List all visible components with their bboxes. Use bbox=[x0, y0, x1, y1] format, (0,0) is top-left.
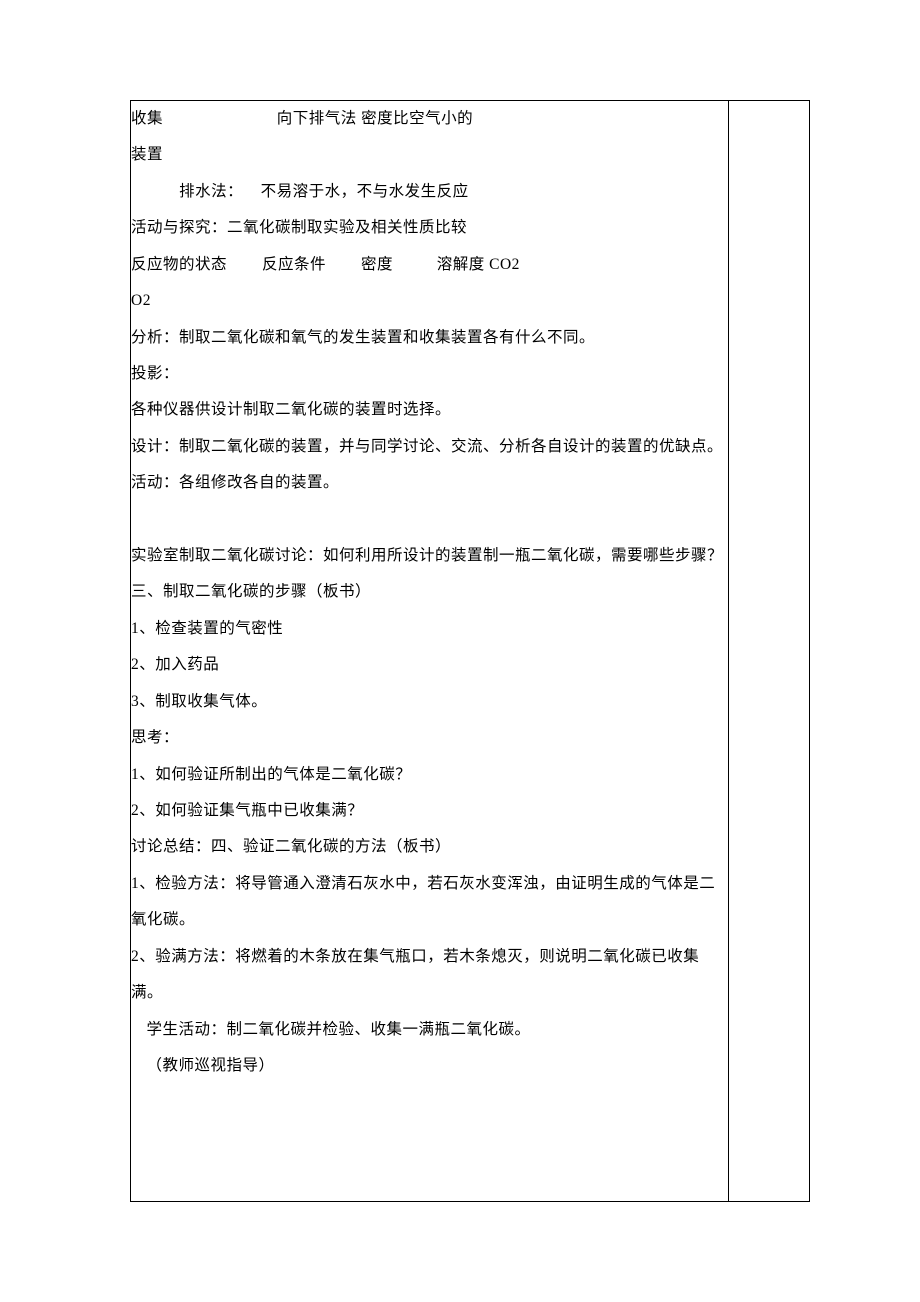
text-line: 2、验满方法：将燃着的木条放在集气瓶口，若木条熄灭，则说明二氧化碳已收集满。 bbox=[131, 939, 728, 1012]
text-line: 讨论总结：四、验证二氧化碳的方法（板书） bbox=[131, 829, 728, 865]
side-cell bbox=[728, 101, 809, 1202]
text-line: 三、制取二氧化碳的步骤（板书） bbox=[131, 574, 728, 610]
text-line: 1、检查装置的气密性 bbox=[131, 611, 728, 647]
text-line: 实验室制取二氧化碳讨论：如何利用所设计的装置制一瓶二氧化碳，需要哪些步骤？ bbox=[131, 538, 728, 574]
text-line: 排水法： 不易溶于水，不与水发生反应 bbox=[131, 174, 728, 210]
main-content-cell: 收集 向下排气法 密度比空气小的 装置 排水法： 不易溶于水，不与水发生反应 活… bbox=[131, 101, 729, 1202]
text-line: 各种仪器供设计制取二氧化碳的装置时选择。 bbox=[131, 392, 728, 428]
text-line: 设计：制取二氧化碳的装置，并与同学讨论、交流、分析各自设计的装置的优缺点。 bbox=[131, 429, 728, 465]
text-line: 学生活动：制二氧化碳并检验、收集一满瓶二氧化碳。 bbox=[131, 1012, 728, 1048]
text-line: 分析：制取二氧化碳和氧气的发生装置和收集装置各有什么不同。 bbox=[131, 320, 728, 356]
text-line: 1、检验方法：将导管通入澄清石灰水中，若石灰水变浑浊，由证明生成的气体是二氧化碳… bbox=[131, 866, 728, 939]
content-table: 收集 向下排气法 密度比空气小的 装置 排水法： 不易溶于水，不与水发生反应 活… bbox=[130, 100, 810, 1202]
text-line: 3、制取收集气体。 bbox=[131, 684, 728, 720]
text-line: 活动：各组修改各自的装置。 bbox=[131, 465, 728, 501]
text-line: 收集 向下排气法 密度比空气小的 bbox=[131, 101, 728, 137]
text-line: 活动与探究：二氧化碳制取实验及相关性质比较 bbox=[131, 210, 728, 246]
text-line: （教师巡视指导） bbox=[131, 1048, 728, 1084]
text-line: 1、如何验证所制出的气体是二氧化碳？ bbox=[131, 757, 728, 793]
blank-line bbox=[131, 502, 728, 538]
text-line: 思考： bbox=[131, 720, 728, 756]
text-line: 2、加入药品 bbox=[131, 647, 728, 683]
text-line: O2 bbox=[131, 283, 728, 319]
text-line: 装置 bbox=[131, 137, 728, 173]
document-page: 收集 向下排气法 密度比空气小的 装置 排水法： 不易溶于水，不与水发生反应 活… bbox=[0, 0, 920, 1302]
text-line: 反应物的状态 反应条件 密度 溶解度 CO2 bbox=[131, 247, 728, 283]
text-line: 2、如何验证集气瓶中已收集满？ bbox=[131, 793, 728, 829]
text-line: 投影： bbox=[131, 356, 728, 392]
